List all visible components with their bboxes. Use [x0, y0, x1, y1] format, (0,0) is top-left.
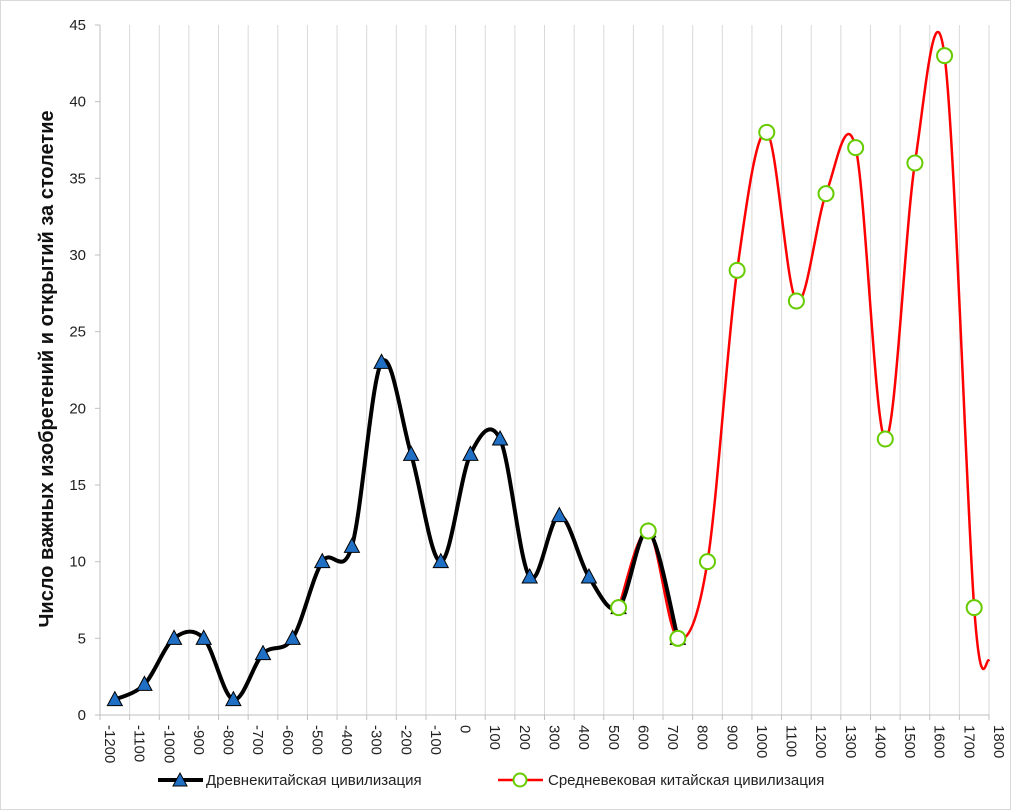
point-marker-medieval — [936, 47, 954, 65]
x-tick-label: -500 — [308, 725, 325, 755]
y-tick-label: 15 — [69, 477, 86, 494]
point-marker-medieval — [965, 599, 983, 617]
x-tick-label: 600 — [634, 725, 651, 750]
y-tick-label: 5 — [78, 630, 86, 647]
x-tick-label: -1000 — [160, 725, 177, 763]
series-lines — [113, 30, 991, 702]
point-marker-medieval — [787, 292, 805, 310]
point-marker-ancient — [165, 629, 183, 645]
x-tick-label: 700 — [664, 725, 681, 750]
legend-label-ancient: Древнекитайская цивилизация — [206, 772, 422, 789]
x-tick-label: 800 — [694, 725, 711, 750]
point-marker-medieval — [817, 185, 835, 203]
x-tick-label: 200 — [516, 725, 533, 750]
y-tick-label: 40 — [69, 94, 86, 111]
point-marker-ancient — [254, 644, 272, 661]
point-marker-ancient — [402, 445, 420, 461]
point-marker-ancient — [136, 675, 153, 691]
x-tick-label: 1100 — [783, 725, 800, 757]
point-marker-medieval — [847, 139, 865, 157]
x-tick-label: 1600 — [931, 725, 948, 758]
gridlines — [129, 25, 990, 715]
point-marker-ancient — [550, 506, 568, 523]
x-tick-label: -1200 — [101, 725, 118, 763]
point-marker-medieval — [906, 154, 924, 172]
point-marker-ancient — [432, 552, 450, 569]
point-marker-ancient — [580, 567, 598, 584]
series-line-medieval — [617, 30, 991, 671]
x-tick-label: 1000 — [753, 725, 770, 758]
point-marker-ancient — [313, 552, 331, 569]
point-marker-ancient — [521, 567, 539, 584]
x-tick-label: -400 — [338, 725, 355, 755]
x-tick-label: -800 — [220, 725, 237, 755]
x-tick-label: -900 — [190, 725, 207, 755]
x-tick-label: 0 — [457, 725, 474, 733]
y-axis-label: Число важных изобретений и открытий за с… — [36, 110, 58, 627]
point-marker-ancient — [195, 629, 213, 645]
x-tick-label: 300 — [546, 725, 563, 750]
point-marker-medieval — [639, 522, 657, 540]
x-tick-label: 900 — [723, 725, 740, 750]
y-tick-label: 20 — [69, 400, 86, 417]
legend-marker-medieval — [512, 772, 528, 788]
point-marker-ancient — [225, 690, 242, 707]
y-tick-label: 10 — [69, 554, 86, 571]
y-tick-label: 0 — [78, 707, 86, 724]
point-marker-ancient — [462, 445, 479, 461]
series-markers — [106, 47, 983, 707]
point-marker-ancient — [491, 429, 509, 446]
point-marker-medieval — [728, 261, 746, 279]
x-tick-label: 100 — [486, 725, 503, 750]
x-tick-label: 1500 — [901, 725, 918, 758]
x-tick-label: 1300 — [842, 725, 859, 758]
x-tick-label: 1700 — [960, 725, 977, 758]
point-marker-medieval — [610, 599, 628, 617]
x-tick-labels: -1200 -1100 -1000 -900 -800 -700 -600 -500 -400-… — [101, 725, 1007, 763]
y-tick-label: 45 — [69, 17, 86, 34]
x-tick-label: -200 — [397, 725, 414, 755]
point-marker-ancient — [106, 690, 124, 707]
y-tick-labels: 0 5 10 15 20 25 30 35 40 45 — [69, 17, 86, 724]
point-marker-medieval — [876, 430, 894, 448]
x-tick-label: 1800 — [990, 725, 1007, 758]
x-tick-label: 1200 — [812, 725, 829, 758]
x-tick-label: -100 — [427, 725, 444, 755]
y-tick-label: 35 — [69, 170, 86, 187]
x-tick-label: 400 — [575, 725, 592, 750]
x-tick-label: 500 — [605, 725, 622, 750]
legend-label-medieval: Средневековая китайская цивилизация — [548, 772, 824, 789]
x-tick-label: -1100 — [131, 725, 148, 762]
legend-marker-ancient — [172, 771, 188, 787]
x-tick-label: -600 — [279, 725, 296, 755]
x-tick-label: -300 — [368, 725, 385, 755]
point-marker-ancient — [284, 629, 301, 645]
series-line-ancient — [113, 358, 680, 702]
axes — [95, 24, 990, 720]
y-tick-label: 30 — [69, 247, 86, 264]
point-marker-ancient — [343, 537, 361, 553]
x-tick-label: -700 — [249, 725, 266, 755]
point-marker-medieval — [698, 553, 716, 571]
legend: Древнекитайская цивилизация Средневекова… — [158, 771, 824, 789]
y-tick-label: 25 — [69, 324, 86, 341]
x-tick-label: 1400 — [871, 725, 888, 758]
point-marker-medieval — [758, 123, 776, 141]
point-marker-ancient — [373, 353, 390, 369]
point-marker-medieval — [669, 629, 687, 647]
